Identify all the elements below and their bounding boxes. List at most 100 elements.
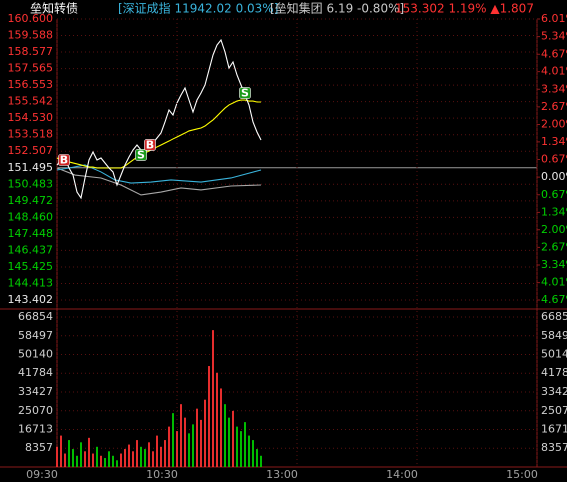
volume-bar [232, 410, 234, 467]
volume-bar [152, 451, 154, 467]
y-tick-label: 146.437 [8, 243, 54, 256]
trade-marker-label: B [60, 154, 68, 167]
y-tick-label: 144.413 [8, 276, 54, 289]
y-tick-label: 153.518 [8, 128, 54, 141]
y-tick-label: 158.577 [8, 45, 54, 58]
volume-bar [116, 460, 118, 467]
volume-bar [208, 366, 210, 467]
y-tick-label: 50140 [18, 348, 53, 361]
y2-tick-label: 4.01% [541, 276, 567, 289]
x-tick-label: 09:30 [26, 468, 58, 481]
volume-bar [188, 433, 190, 467]
volume-bar [84, 451, 86, 467]
volume-bar [140, 446, 142, 467]
volume-bar [244, 422, 246, 467]
y2-tick-label: 2.67% [541, 100, 567, 113]
volume-bar [156, 435, 158, 467]
y-tick-label: 143.402 [8, 293, 54, 306]
volume-bar [196, 408, 198, 467]
y-tick-label: 155.542 [8, 95, 54, 108]
y-tick-label: 8357 [25, 441, 53, 454]
y-tick-label: 33427 [18, 385, 53, 398]
trade-marker-label: B [146, 138, 154, 151]
volume-bar [180, 404, 182, 467]
trade-marker [144, 139, 156, 151]
volume-bar [240, 431, 242, 467]
volume-bar [164, 440, 166, 467]
y-tick-label: 151.495 [8, 161, 54, 174]
y2-tick-label: 1.34% [541, 135, 567, 148]
price-line [56, 38, 262, 200]
y2-tick-label: 0.67% [541, 153, 567, 166]
y2-tick-label: 4.67% [541, 47, 567, 60]
price-line [56, 164, 262, 184]
y-tick-label: 149.472 [8, 194, 54, 207]
y2-tick-label: 2.00% [541, 118, 567, 131]
volume-bar [252, 440, 254, 467]
y-tick-label: 150.483 [8, 177, 54, 190]
y2-tick-label: 50140 [541, 348, 567, 361]
y2-tick-label: 58497 [541, 329, 567, 342]
y-tick-label: 148.460 [8, 210, 54, 223]
y-tick-label: 66854 [18, 310, 53, 323]
volume-bar [108, 451, 110, 467]
volume-bar [60, 435, 62, 467]
trade-marker [239, 87, 251, 99]
y2-tick-label: 8357 [541, 441, 567, 454]
volume-bar [92, 453, 94, 467]
volume-bar [120, 453, 122, 467]
y2-tick-label: 25070 [541, 404, 567, 417]
trade-marker-label: S [241, 87, 249, 100]
volume-bar [168, 426, 170, 467]
y-tick-label: 154.530 [8, 111, 54, 124]
volume-bar [248, 435, 250, 467]
y2-tick-label: 6.01% [541, 12, 567, 25]
y2-tick-label: 3.34% [541, 258, 567, 271]
price-line [56, 99, 261, 169]
volume-bar [216, 372, 218, 467]
y2-tick-label: 33427 [541, 385, 567, 398]
volume-bar [256, 449, 258, 467]
y-tick-label: 160.600 [8, 12, 54, 25]
volume-bar [104, 458, 106, 467]
x-tick-label: 13:00 [266, 468, 298, 481]
y-tick-label: 157.565 [8, 62, 54, 75]
trade-marker [135, 149, 147, 161]
y2-tick-label: 2.00% [541, 223, 567, 236]
y2-tick-label: 16713 [541, 423, 567, 436]
volume-bar [124, 449, 126, 467]
volume-bar [128, 444, 130, 467]
volume-bar [68, 440, 70, 467]
volume-bar [88, 437, 90, 467]
y2-tick-label: 2.67% [541, 240, 567, 253]
y-tick-label: 147.448 [8, 227, 54, 240]
y-tick-label: 25070 [18, 404, 53, 417]
y-tick-label: 41784 [18, 366, 53, 379]
y-tick-label: 145.425 [8, 260, 54, 273]
volume-bar [132, 451, 134, 467]
volume-bar [200, 419, 202, 467]
x-tick-label: 14:00 [386, 468, 418, 481]
stock-quote: [垒知集团 6.19 -0.80%] [270, 1, 404, 16]
y2-tick-label: 4.01% [541, 65, 567, 78]
volume-bar [172, 413, 174, 467]
volume-bar [144, 449, 146, 467]
y2-tick-label: 5.34% [541, 30, 567, 43]
security-name: 垒知转债 [30, 1, 78, 16]
trade-marker-label: S [137, 148, 145, 161]
y2-tick-label: 3.34% [541, 82, 567, 95]
volume-bar [148, 442, 150, 467]
y-tick-label: 58497 [18, 329, 53, 342]
x-tick-label: 15:00 [506, 468, 538, 481]
y2-tick-label: 0.67% [541, 188, 567, 201]
volume-bar [184, 417, 186, 467]
volume-bar [96, 446, 98, 467]
y-tick-label: 152.507 [8, 144, 54, 157]
volume-bar [112, 455, 114, 467]
volume-bar [160, 446, 162, 467]
y-tick-label: 159.588 [8, 29, 54, 42]
y-tick-label: 156.553 [8, 78, 54, 91]
y2-tick-label: 0.00% [541, 170, 567, 183]
